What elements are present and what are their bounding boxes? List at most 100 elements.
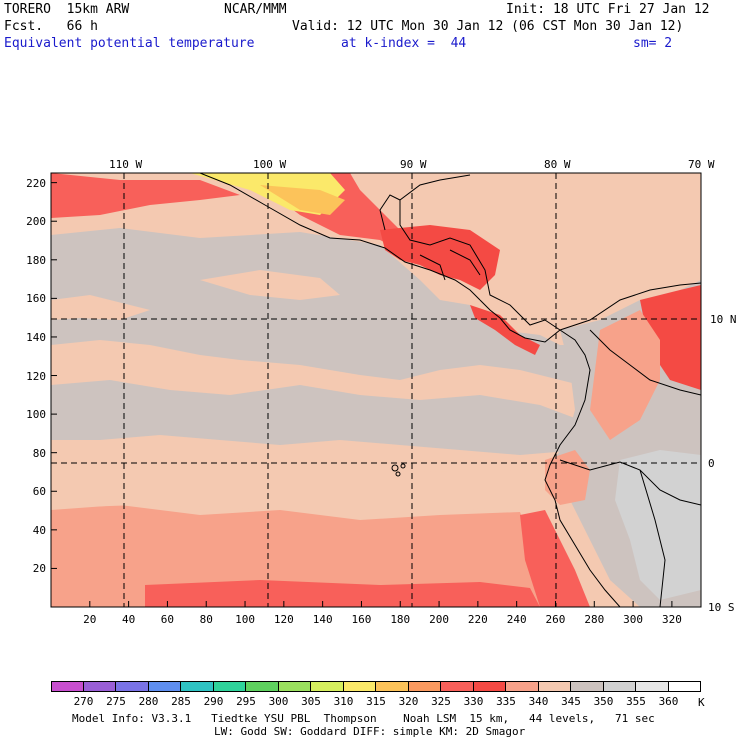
x-tick-label: 160 (351, 613, 372, 626)
field-salmon-south (51, 505, 540, 607)
x-tick-marks (89, 601, 673, 607)
y-tick-label: 80 (32, 446, 46, 460)
y-tick-label: 220 (26, 176, 46, 190)
colorbar-label: 315 (366, 695, 386, 708)
colorbar-swatch (506, 681, 539, 692)
lat-label-10n: 10 N (710, 313, 737, 326)
colorbar-label: 290 (203, 695, 224, 708)
colorbar-swatch (408, 681, 441, 692)
map-field (51, 173, 701, 607)
colorbar-label: 355 (626, 695, 646, 708)
y-tick-label: 60 (32, 485, 46, 499)
org-label: NCAR/MMM (224, 2, 287, 17)
y-tick-label: 40 (32, 523, 46, 537)
colorbar-label: 310 (333, 695, 354, 708)
field-tan-south (51, 465, 520, 512)
x-tick-label: 280 (584, 613, 605, 626)
coast-mexico (199, 173, 481, 301)
x-tick-label: 200 (429, 613, 449, 626)
border-peru-brazil (639, 469, 666, 607)
lon-label-70w: 70 W (688, 158, 715, 171)
colorbar-swatch (148, 681, 181, 692)
x-tick-label: 240 (506, 613, 527, 626)
model-info: Model Info: V3.3.1 Tiedtke YSU PBL Thomp… (72, 712, 655, 725)
x-tick-label: 60 (160, 613, 175, 626)
x-tick-label: 80 (199, 613, 213, 626)
colorbar-unit: K (698, 696, 705, 709)
field-red-central-america (380, 225, 500, 290)
lon-label-110w: 110 W (109, 158, 143, 171)
colorbar-label: 340 (528, 695, 549, 708)
field-salmon-colombia (590, 310, 660, 440)
colorbar-swatch (278, 681, 311, 692)
lon-label-80w: 80 W (544, 158, 571, 171)
x-tick-label: 320 (661, 613, 682, 626)
colorbar-swatch (51, 681, 84, 692)
colorbar-label: 305 (301, 695, 321, 708)
plot-frame (50, 172, 702, 608)
colorbar-swatch (376, 681, 409, 692)
x-tick-label: 20 (83, 613, 97, 626)
field-lightgrey-andes (615, 450, 701, 600)
lat-label-10s: 10 S (708, 601, 735, 614)
colorbar-label: 270 (73, 695, 94, 708)
forecast-hour: Fcst. 66 h (4, 19, 98, 34)
lon-label-100w: 100 W (253, 158, 287, 171)
colorbar-label: 325 (431, 695, 451, 708)
coast-south-america-north (559, 282, 701, 331)
colorbar-swatch (473, 681, 506, 692)
colorbar-label: 275 (106, 695, 126, 708)
coast-caribbean (399, 174, 561, 331)
field-grey-band-north (51, 228, 701, 405)
y-tick-label: 20 (32, 562, 46, 576)
colorbar-swatch (636, 681, 669, 692)
coast-central-america (479, 299, 561, 343)
field-red-panama (470, 305, 540, 355)
coast-south-america-west (544, 329, 621, 607)
field-tan-inner-2 (200, 270, 340, 300)
y-tick-label: 200 (26, 215, 46, 229)
lon-label-90w: 90 W (400, 158, 427, 171)
field-name: Equivalent potential temperature (4, 36, 255, 51)
colorbar-swatch (343, 681, 376, 692)
x-tick-label: 220 (467, 613, 488, 626)
field-red-southern-strip (145, 580, 540, 607)
colorbar-swatch (571, 681, 604, 692)
colorbar-swatch (116, 681, 149, 692)
colorbar-swatch (181, 681, 214, 692)
border-honduras (449, 249, 481, 276)
colorbar-swatch (246, 681, 279, 692)
valid-time: Valid: 12 UTC Mon 30 Jan 12 (06 CST Mon … (292, 19, 684, 34)
border-colombia (589, 329, 701, 396)
lat-lon-grid (51, 173, 701, 607)
y-tick-marks (51, 182, 57, 569)
level-info: at k-index = 44 (341, 36, 467, 51)
colorbar-swatch (83, 681, 116, 692)
colorbar-label: 330 (463, 695, 484, 708)
galapagos-islands (391, 464, 399, 472)
y-tick-label: 100 (26, 408, 46, 422)
smoothing-info: sm= 2 (633, 36, 673, 51)
colorbar-label: 285 (171, 695, 191, 708)
colorbar-label: 335 (496, 695, 516, 708)
colorbar-label: 360 (658, 695, 679, 708)
coast-yucatan (379, 194, 401, 231)
field-grey-band-mid (51, 380, 580, 455)
x-tick-label: 180 (390, 613, 411, 626)
colorbar-frame (51, 681, 701, 692)
physics-info: LW: Godd SW: Goddard DIFF: simple KM: 2D… (214, 725, 526, 738)
colorbar-swatch (603, 681, 636, 692)
colorbar-swatch (311, 681, 344, 692)
colorbar-label: 350 (593, 695, 614, 708)
y-tick-label: 140 (26, 330, 46, 344)
y-tick-label: 160 (26, 292, 46, 306)
coastlines (199, 173, 701, 607)
y-tick-label: 120 (26, 369, 46, 383)
colorbar-label: 320 (398, 695, 419, 708)
border-guatemala (419, 254, 446, 281)
x-tick-label: 120 (273, 613, 294, 626)
colorbar-label: 295 (236, 695, 256, 708)
x-tick-label: 100 (235, 613, 255, 626)
x-tick-label: 40 (121, 613, 136, 626)
lat-label-0: 0 (708, 457, 715, 470)
